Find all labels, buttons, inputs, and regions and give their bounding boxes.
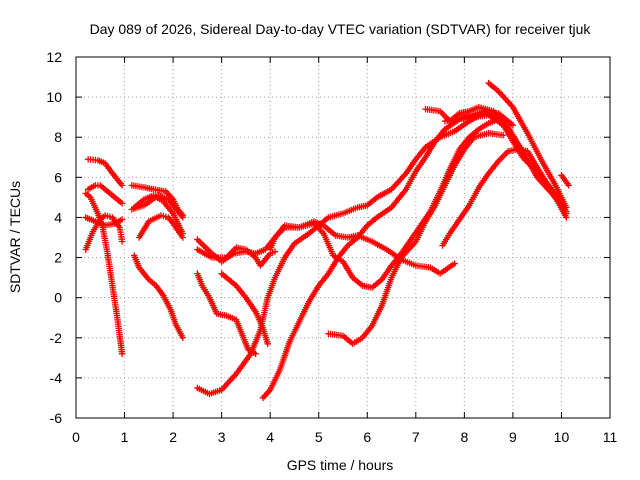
- x-tick-labels: 0 1 2 3 4 5 6 7 8 9 10 11: [72, 429, 617, 445]
- series-2: [84, 182, 126, 207]
- data-point: [565, 182, 572, 189]
- x-tick-label: 2: [169, 429, 177, 445]
- series-3: [82, 190, 126, 358]
- plot-frame: [75, 56, 611, 419]
- chart-title: Day 089 of 2026, Sidereal Day-to-day VTE…: [90, 21, 592, 37]
- series-9: [135, 212, 186, 241]
- y-tick-label: -4: [50, 370, 63, 386]
- x-tick-label: 4: [266, 429, 274, 445]
- y-tick-label: 2: [54, 250, 62, 266]
- x-tick-label: 8: [460, 429, 468, 445]
- y-tick-label: 6: [54, 169, 62, 185]
- series-1: [84, 156, 126, 189]
- x-tick-label: 11: [603, 429, 618, 445]
- data-point: [500, 132, 507, 139]
- y-tick-label: 4: [54, 209, 62, 225]
- series-15: [194, 109, 517, 398]
- data-point: [118, 200, 126, 207]
- y-axis-label: SDTVAR / TECUs: [7, 181, 23, 293]
- y-tick-label: 12: [46, 49, 62, 65]
- series-22: [441, 107, 570, 217]
- y-tick-label: 0: [54, 290, 62, 306]
- x-axis-label: GPS time / hours: [287, 457, 394, 473]
- x-tick-label: 1: [121, 429, 129, 445]
- data-point: [271, 248, 279, 255]
- grid: [76, 57, 610, 418]
- data-point: [509, 121, 517, 129]
- data-point: [118, 350, 126, 358]
- x-tick-label: 0: [72, 429, 80, 445]
- series-5: [82, 214, 126, 229]
- data-point: [118, 216, 126, 223]
- y-tick-label: -2: [50, 330, 63, 346]
- data-marks: [82, 79, 572, 402]
- x-tick-label: 10: [554, 429, 570, 445]
- axis-ticks: [75, 56, 611, 419]
- data-point: [563, 210, 570, 217]
- data-point: [118, 182, 126, 189]
- series-18: [325, 130, 507, 347]
- data-point: [179, 234, 186, 241]
- y-tick-label: 8: [54, 129, 62, 145]
- data-point: [451, 260, 458, 267]
- y-tick-label: -6: [50, 410, 63, 426]
- series-12: [194, 244, 279, 269]
- x-tick-label: 3: [218, 429, 226, 445]
- x-tick-label: 5: [315, 429, 323, 445]
- data-point: [118, 238, 126, 245]
- series-10: [131, 252, 186, 341]
- x-tick-label: 6: [363, 429, 371, 445]
- data-point: [179, 334, 186, 341]
- y-tick-labels: -6 -4 -2 0 2 4 6 8 10 12: [46, 49, 62, 426]
- x-tick-label: 9: [509, 429, 517, 445]
- series-23: [558, 172, 572, 189]
- x-tick-label: 7: [412, 429, 420, 445]
- data-point: [264, 340, 271, 347]
- y-tick-label: 10: [46, 89, 62, 105]
- data-point: [179, 214, 186, 221]
- series-8: [128, 192, 186, 221]
